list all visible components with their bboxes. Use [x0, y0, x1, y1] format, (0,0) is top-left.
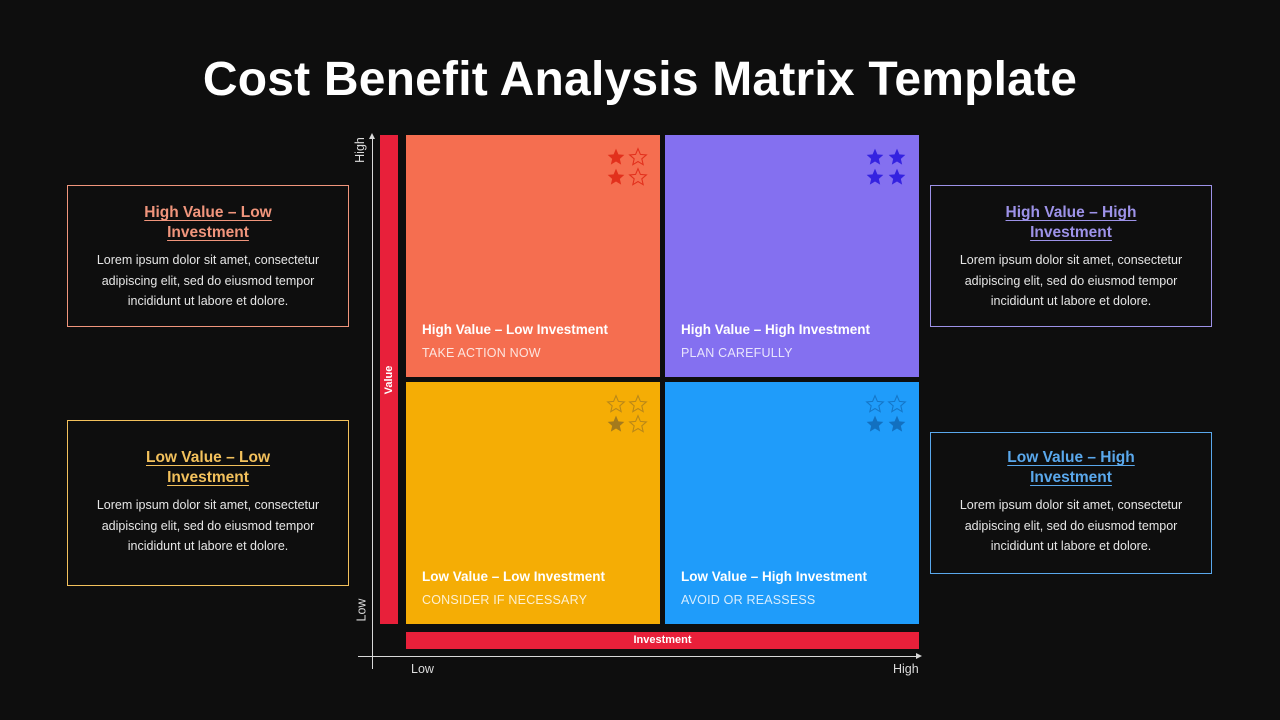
investment-axis-line	[358, 656, 918, 657]
star-outline-icon	[628, 147, 648, 166]
investment-axis-label: Investment	[633, 634, 692, 646]
star-outline-icon	[628, 394, 648, 413]
value-high-label: High	[352, 137, 367, 163]
investment-axis-arrow-icon	[916, 653, 922, 659]
quadrant-title: Low Value – Low Investment	[422, 569, 606, 584]
star-filled-icon	[866, 148, 884, 165]
investment-low-label: Low	[411, 662, 434, 676]
star-filled-icon	[607, 168, 625, 185]
quadrant-high-value-high-investment: High Value – High Investment PLAN CAREFU…	[665, 135, 919, 377]
star-outline-icon	[887, 394, 907, 413]
card-title: High Value – Low Investment	[144, 204, 272, 241]
investment-axis-bar: Investment	[406, 632, 919, 649]
star-outline-icon	[628, 167, 648, 186]
star-filled-icon	[888, 168, 906, 185]
quadrant-title: High Value – Low Investment	[422, 322, 609, 337]
card-title: Low Value – Low Investment	[145, 449, 271, 486]
star-filled-icon	[607, 415, 625, 432]
value-low-label: Low	[354, 598, 369, 622]
value-axis-line	[372, 137, 373, 669]
card-title: High Value – High Investment	[1005, 204, 1137, 241]
card-title: Low Value – High Investment	[1007, 449, 1135, 486]
star-filled-icon	[888, 148, 906, 165]
quadrant-subtitle: AVOID OR REASSESS	[681, 593, 816, 607]
card-high-value-low-investment: High Value – Low Investment Lorem ipsum …	[67, 185, 349, 327]
rating-stars	[606, 147, 650, 187]
rating-stars	[606, 394, 650, 434]
star-filled-icon	[866, 168, 884, 185]
rating-stars	[865, 394, 909, 434]
rating-stars	[865, 147, 909, 187]
quadrant-title: Low Value – High Investment	[681, 569, 868, 584]
quadrant-subtitle: CONSIDER IF NECESSARY	[422, 593, 588, 607]
star-outline-icon	[606, 394, 626, 413]
star-filled-icon	[888, 415, 906, 432]
quadrant-title: High Value – High Investment	[681, 322, 871, 337]
value-axis-label: Value	[383, 365, 395, 395]
quadrant-low-value-high-investment: Low Value – High Investment AVOID OR REA…	[665, 382, 919, 624]
investment-high-label: High	[893, 662, 919, 676]
quadrant-subtitle: PLAN CAREFULLY	[681, 346, 793, 360]
card-body: Lorem ipsum dolor sit amet, consectetur …	[959, 498, 1183, 553]
card-body: Lorem ipsum dolor sit amet, consectetur …	[96, 498, 320, 553]
value-axis-arrow-icon	[369, 133, 375, 139]
page-title: Cost Benefit Analysis Matrix Template	[202, 53, 1078, 106]
value-axis-bar: Value	[380, 135, 398, 624]
star-filled-icon	[866, 415, 884, 432]
card-low-value-low-investment: Low Value – Low Investment Lorem ipsum d…	[67, 420, 349, 586]
card-low-value-high-investment: Low Value – High Investment Lorem ipsum …	[930, 432, 1212, 574]
star-outline-icon	[865, 394, 885, 413]
star-filled-icon	[607, 148, 625, 165]
card-high-value-high-investment: High Value – High Investment Lorem ipsum…	[930, 185, 1212, 327]
card-body: Lorem ipsum dolor sit amet, consectetur …	[96, 253, 320, 308]
quadrant-high-value-low-investment: High Value – Low Investment TAKE ACTION …	[406, 135, 660, 377]
star-outline-icon	[628, 414, 648, 433]
quadrant-subtitle: TAKE ACTION NOW	[422, 346, 541, 360]
card-body: Lorem ipsum dolor sit amet, consectetur …	[959, 253, 1183, 308]
quadrant-low-value-low-investment: Low Value – Low Investment CONSIDER IF N…	[406, 382, 660, 624]
